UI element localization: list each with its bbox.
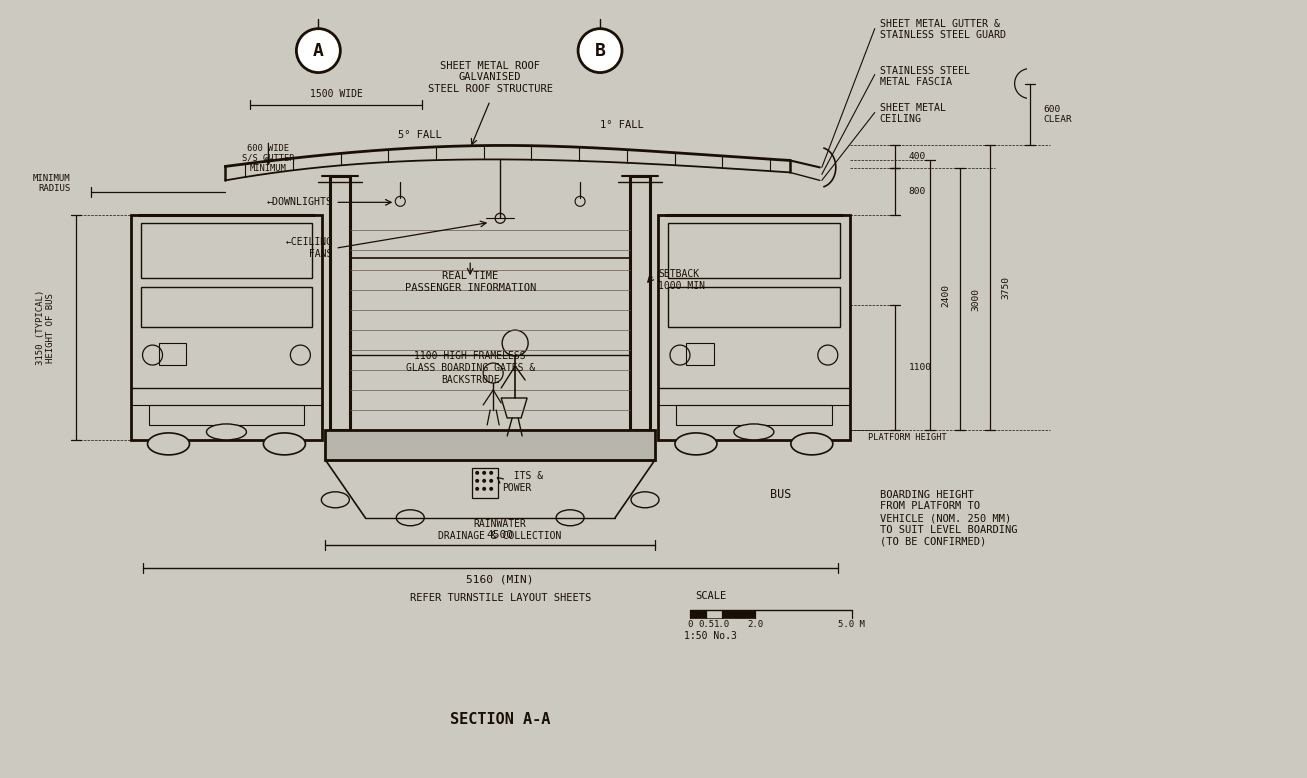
Text: 600
CLEAR: 600 CLEAR [1043, 105, 1072, 124]
Text: 1:50 No.3: 1:50 No.3 [684, 630, 736, 640]
Text: 1° FALL: 1° FALL [600, 121, 644, 131]
Text: RAINWATER
DRAINAGE & COLLECTION: RAINWATER DRAINAGE & COLLECTION [438, 519, 562, 541]
Ellipse shape [396, 510, 425, 526]
Text: SECTION A-A: SECTION A-A [450, 712, 550, 727]
Text: SHEET METAL
CEILING: SHEET METAL CEILING [880, 103, 946, 124]
Circle shape [489, 478, 493, 483]
Bar [690, 610, 706, 618]
Text: STAINLESS STEEL
METAL FASCIA: STAINLESS STEEL METAL FASCIA [880, 65, 970, 87]
Bar [676, 405, 831, 425]
Circle shape [476, 487, 480, 491]
Circle shape [482, 487, 486, 491]
Text: 1100: 1100 [908, 363, 932, 372]
Text: REAL TIME
PASSENGER INFORMATION: REAL TIME PASSENGER INFORMATION [405, 272, 536, 293]
Bar [131, 216, 323, 440]
Bar [325, 430, 655, 460]
Polygon shape [501, 398, 527, 418]
Text: REFER TURNSTILE LAYOUT SHEETS: REFER TURNSTILE LAYOUT SHEETS [409, 593, 591, 603]
Text: 800: 800 [908, 187, 925, 196]
Text: BUS: BUS [770, 489, 791, 501]
Text: SHEET METAL ROOF
GALVANISED
STEEL ROOF STRUCTURE: SHEET METAL ROOF GALVANISED STEEL ROOF S… [427, 61, 553, 94]
Circle shape [578, 29, 622, 72]
Ellipse shape [264, 433, 306, 455]
Text: 600 WIDE
S/S GUTTER
MINIMUM: 600 WIDE S/S GUTTER MINIMUM [242, 143, 294, 173]
Text: 5.0 M: 5.0 M [838, 620, 865, 629]
Circle shape [489, 471, 493, 475]
Circle shape [476, 471, 480, 475]
Text: 2.0: 2.0 [746, 620, 763, 629]
Circle shape [489, 487, 493, 491]
Circle shape [482, 478, 486, 483]
Text: 1500 WIDE: 1500 WIDE [310, 89, 363, 99]
Circle shape [482, 471, 486, 475]
Ellipse shape [148, 433, 190, 455]
Text: 3150 (TYPICAL)
HEIGHT OF BUS: 3150 (TYPICAL) HEIGHT OF BUS [37, 290, 55, 365]
Bar [721, 610, 755, 618]
Bar [141, 223, 312, 279]
Text: 3750: 3750 [1001, 276, 1010, 300]
Ellipse shape [207, 424, 247, 440]
Bar [630, 177, 650, 430]
Ellipse shape [674, 433, 718, 455]
Bar [149, 405, 305, 425]
Text: A: A [312, 41, 324, 60]
Text: 400: 400 [908, 152, 925, 161]
Text: SCALE: SCALE [695, 591, 727, 601]
Bar [668, 287, 840, 327]
Circle shape [502, 330, 528, 356]
Text: 3000: 3000 [971, 288, 980, 310]
Text: MINIMUM
RADIUS: MINIMUM RADIUS [33, 173, 71, 193]
Text: 1100 HIGH FRAMELESS
GLASS BOARDING GATES &
BACKSTRODE: 1100 HIGH FRAMELESS GLASS BOARDING GATES… [405, 352, 535, 384]
Bar [472, 468, 498, 498]
Text: 0.5: 0.5 [698, 620, 714, 629]
Bar [331, 177, 350, 430]
Circle shape [484, 363, 503, 383]
Ellipse shape [791, 433, 833, 455]
Ellipse shape [631, 492, 659, 508]
Text: 1.0: 1.0 [714, 620, 731, 629]
Bar [657, 216, 850, 440]
Text: 5160 (MIN): 5160 (MIN) [467, 575, 535, 584]
Bar [158, 343, 187, 365]
Text: PLATFORM HEIGHT: PLATFORM HEIGHT [868, 433, 946, 443]
Text: ITS &
POWER: ITS & POWER [502, 471, 544, 492]
Text: 0: 0 [687, 620, 693, 629]
Text: B: B [595, 41, 605, 60]
Text: 4500: 4500 [486, 530, 514, 540]
Text: ←DOWNLIGHTS: ←DOWNLIGHTS [267, 198, 332, 207]
Text: 5° FALL: 5° FALL [399, 131, 442, 141]
Circle shape [476, 478, 480, 483]
Bar [668, 223, 840, 279]
Text: BOARDING HEIGHT
FROM PLATFORM TO
VEHICLE (NOM. 250 MM)
TO SUIT LEVEL BOARDING
(T: BOARDING HEIGHT FROM PLATFORM TO VEHICLE… [880, 490, 1017, 546]
Bar [706, 610, 721, 618]
Text: 2400: 2400 [941, 284, 950, 307]
Bar [141, 287, 312, 327]
Text: SETBACK
1000 MIN: SETBACK 1000 MIN [657, 269, 704, 291]
Circle shape [297, 29, 340, 72]
Bar [686, 343, 714, 365]
Text: ←CEILING
 FANS: ←CEILING FANS [285, 237, 332, 259]
Text: SHEET METAL GUTTER &
STAINLESS STEEL GUARD: SHEET METAL GUTTER & STAINLESS STEEL GUA… [880, 19, 1006, 40]
Ellipse shape [322, 492, 349, 508]
Ellipse shape [555, 510, 584, 526]
Ellipse shape [735, 424, 774, 440]
